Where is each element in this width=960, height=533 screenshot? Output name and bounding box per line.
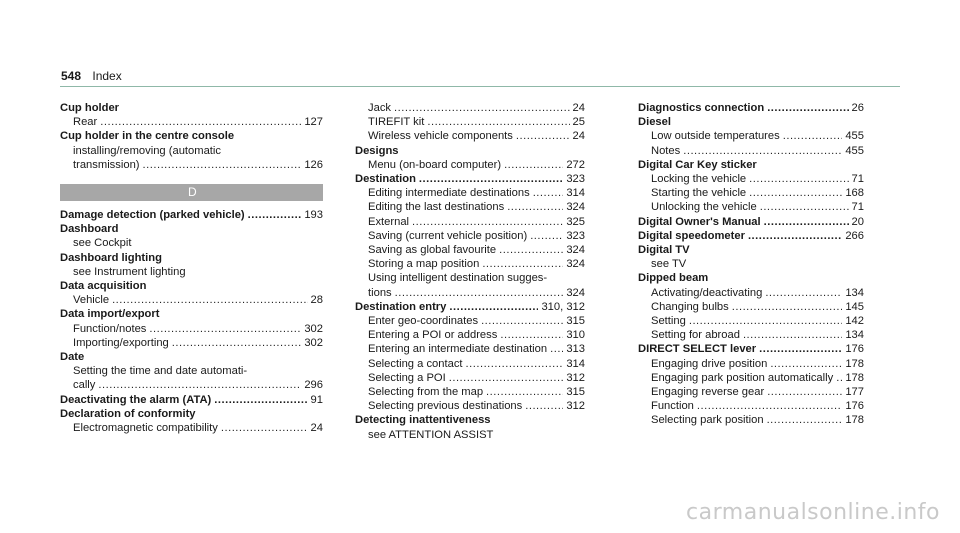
index-entry-text: installing/removing (automatic bbox=[73, 144, 221, 157]
index-entry: Selecting previous destinations312 bbox=[355, 399, 585, 413]
index-heading: Data import/export bbox=[60, 308, 160, 321]
index-column-3: Diagnostics connection26 Diesel Low outs… bbox=[638, 101, 864, 428]
index-entry: Storing a map position324 bbox=[355, 257, 585, 271]
index-entry: Notes455 bbox=[638, 144, 864, 158]
index-entry: tions324 bbox=[355, 286, 585, 300]
index-entry-text: Using intelligent destination sugges- bbox=[368, 272, 548, 285]
section-title: Index bbox=[92, 69, 122, 83]
index-entry: Engaging park position automatically178 bbox=[638, 371, 864, 385]
index-heading: Declaration of conformity bbox=[60, 407, 196, 420]
index-heading: Designs bbox=[355, 144, 399, 157]
index-heading: Digital TV bbox=[638, 244, 690, 257]
index-entry: Starting the vehicle168 bbox=[638, 186, 864, 200]
header-divider bbox=[60, 86, 900, 87]
index-entry: Selecting park position178 bbox=[638, 413, 864, 427]
index-entry: Destination323 bbox=[355, 172, 585, 186]
index-entry: Rear127 bbox=[60, 115, 323, 129]
index-entry: Jack24 bbox=[355, 101, 585, 115]
index-heading: Dipped beam bbox=[638, 272, 709, 285]
index-entry: Saving as global favourite324 bbox=[355, 243, 585, 257]
index-entry: Entering a POI or address310 bbox=[355, 328, 585, 342]
index-entry: Engaging reverse gear177 bbox=[638, 385, 864, 399]
index-entry: Enter geo-coordinates315 bbox=[355, 314, 585, 328]
index-entry: Selecting from the map315 bbox=[355, 385, 585, 399]
index-entry: Destination entry310, 312 bbox=[355, 300, 585, 314]
index-entry: Selecting a contact314 bbox=[355, 357, 585, 371]
index-heading: Detecting inattentiveness bbox=[355, 414, 491, 427]
index-heading: Dashboard lighting bbox=[60, 251, 162, 264]
index-entry: DIRECT SELECT lever176 bbox=[638, 342, 864, 356]
index-entry: Importing/exporting302 bbox=[60, 336, 323, 350]
index-entry: Deactivating the alarm (ATA)91 bbox=[60, 393, 323, 407]
page-number: 548 bbox=[61, 69, 82, 83]
index-entry: Diagnostics connection26 bbox=[638, 101, 864, 115]
see-reference: see Cockpit bbox=[73, 237, 132, 250]
index-entry: Vehicle28 bbox=[60, 293, 323, 307]
index-entry: Selecting a POI312 bbox=[355, 371, 585, 385]
index-entry: Digital speedometer266 bbox=[638, 229, 864, 243]
watermark: carmanualsonline.info bbox=[686, 500, 940, 525]
index-entry: Digital Owner's Manual20 bbox=[638, 215, 864, 229]
index-entry: Function/notes302 bbox=[60, 322, 323, 336]
see-reference: see Instrument lighting bbox=[73, 265, 186, 278]
see-reference: see ATTENTION ASSIST bbox=[368, 428, 494, 441]
index-entry: Setting for abroad134 bbox=[638, 328, 864, 342]
index-heading: Date bbox=[60, 351, 85, 364]
index-heading: Dashboard bbox=[60, 223, 119, 236]
section-letter-bar: D bbox=[60, 184, 323, 202]
index-entry: Function176 bbox=[638, 399, 864, 413]
index-entry: Low outside temperatures455 bbox=[638, 129, 864, 143]
index-entry: Saving (current vehicle position)323 bbox=[355, 229, 585, 243]
index-entry: Locking the vehicle71 bbox=[638, 172, 864, 186]
index-heading: Cup holder bbox=[60, 102, 120, 114]
index-entry: Activating/deactivating134 bbox=[638, 286, 864, 300]
index-column-1: Cup holder Rear127 Cup holder in the cen… bbox=[60, 101, 323, 435]
index-entry: Editing the last destinations324 bbox=[355, 200, 585, 214]
index-entry: Unlocking the vehicle71 bbox=[638, 200, 864, 214]
index-entry: Engaging drive position178 bbox=[638, 357, 864, 371]
index-entry: Changing bulbs145 bbox=[638, 300, 864, 314]
index-heading: Diesel bbox=[638, 116, 671, 129]
index-entry: Wireless vehicle components24 bbox=[355, 129, 585, 143]
index-entry: External325 bbox=[355, 215, 585, 229]
index-entry: transmission)126 bbox=[60, 158, 323, 172]
index-entry: Electromagnetic compatibility24 bbox=[60, 421, 323, 435]
see-reference: see TV bbox=[651, 258, 687, 271]
index-entry: Entering an intermediate destination313 bbox=[355, 342, 585, 356]
index-heading: Data acquisition bbox=[60, 280, 147, 293]
index-entry: TIREFIT kit25 bbox=[355, 115, 585, 129]
index-entry: Menu (on-board computer)272 bbox=[355, 158, 585, 172]
index-entry: Damage detection (parked vehicle)193 bbox=[60, 208, 323, 222]
index-entry: Editing intermediate destinations314 bbox=[355, 186, 585, 200]
index-heading: Digital Car Key sticker bbox=[638, 158, 757, 171]
index-entry: cally296 bbox=[60, 378, 323, 392]
index-heading: Cup holder in the centre console bbox=[60, 130, 235, 143]
index-entry: Setting142 bbox=[638, 314, 864, 328]
page-header: 548 Index bbox=[61, 69, 122, 83]
index-entry-text: Setting the time and date automati- bbox=[73, 365, 248, 378]
index-column-2: Jack24 TIREFIT kit25 Wireless vehicle co… bbox=[355, 101, 585, 442]
